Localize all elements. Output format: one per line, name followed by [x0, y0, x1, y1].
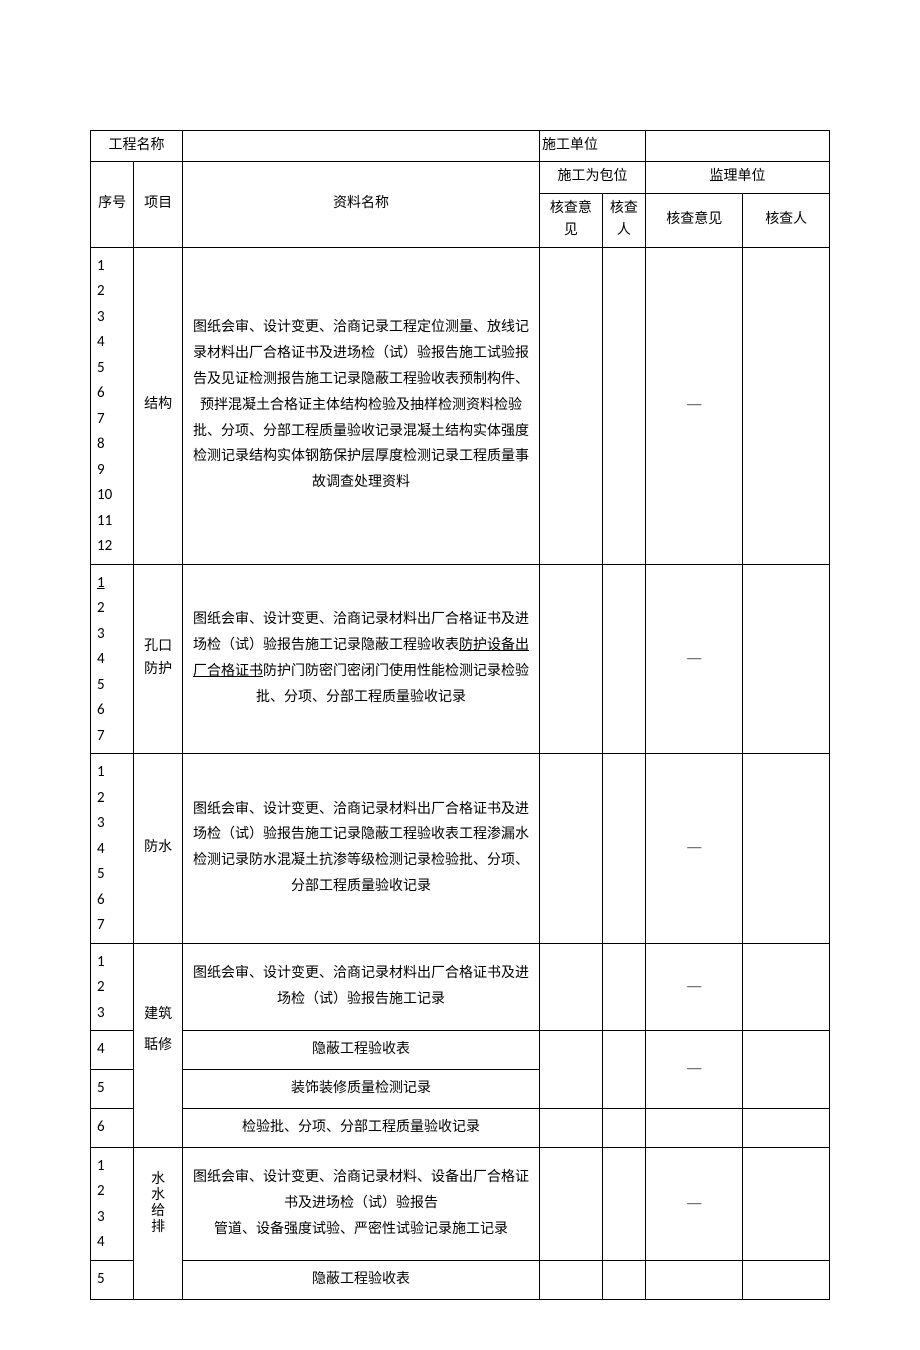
col-seq: 序号: [91, 162, 134, 247]
header-row-2: 序号 项目 资料名称 施工为包位 监理单位: [91, 162, 830, 193]
col-item: 项目: [134, 162, 183, 247]
op1-water-2: [540, 1260, 603, 1299]
value-project-name: [182, 131, 539, 162]
document-table: 工程名称 施工单位 序号 项目 资料名称 施工为包位 监理单位 核查意见 核查人…: [90, 130, 830, 1300]
desc-opening: 图纸会审、设计变更、洽商记录材料出厂合格证书及进场检（试）验报告施工记录隐蔽工程…: [182, 564, 539, 754]
seq-waterproof: 1234567: [91, 754, 134, 944]
col-supervise-unit: 监理单位: [646, 162, 830, 193]
sup1-arch-4: [646, 1108, 743, 1147]
seq-water-1: 1234: [91, 1147, 134, 1260]
sup2-arch-1: [743, 943, 830, 1031]
col-check-person-1: 核查人: [602, 193, 645, 247]
label-project-name: 工程名称: [91, 131, 183, 162]
sup1-arch-1: —: [646, 943, 743, 1031]
row-waterproof: 1234567 防水 图纸会审、设计变更、洽商记录材料出厂合格证书及进场检（试）…: [91, 754, 830, 944]
proj-arch-bottom: 聒修: [134, 1031, 183, 1070]
seq-opening: 1234567: [91, 564, 134, 754]
op2-arch-2: [602, 1031, 645, 1109]
seq-structure: 123456789101112: [91, 247, 134, 564]
op1-arch-4: [540, 1108, 603, 1147]
desc-arch-4: 检验批、分项、分部工程质量验收记录: [182, 1108, 539, 1147]
seq-arch-1: 123: [91, 943, 134, 1031]
sup1-opening: —: [646, 564, 743, 754]
row-water-2: 5 隐蔽工程验收表: [91, 1260, 830, 1299]
proj-opening: 孔口防护: [134, 564, 183, 754]
value-construction-unit: [646, 131, 830, 162]
op2-opening: [602, 564, 645, 754]
op2-water-2: [602, 1260, 645, 1299]
op1-arch-1: [540, 943, 603, 1031]
proj-arch-top: 建筑: [134, 943, 183, 1031]
row-water-1: 1234 水水给排 图纸会审、设计变更、洽商记录材料、设备出厂合格证书及进场检（…: [91, 1147, 830, 1260]
col-check-opinion-1: 核查意见: [540, 193, 603, 247]
desc-arch-2: 隐蔽工程验收表: [182, 1031, 539, 1070]
sup2-structure: [743, 247, 830, 564]
sup1-water-2: [646, 1260, 743, 1299]
sup2-arch-4: [743, 1108, 830, 1147]
sup2-water-1: [743, 1147, 830, 1260]
proj-arch-empty: [134, 1069, 183, 1147]
sup2-opening: [743, 564, 830, 754]
op2-arch-1: [602, 943, 645, 1031]
sup2-water-2: [743, 1260, 830, 1299]
desc-arch-3: 装饰装修质量检测记录: [182, 1069, 539, 1108]
sup1-waterproof: —: [646, 754, 743, 944]
op1-structure: [540, 247, 603, 564]
op1-opening: [540, 564, 603, 754]
proj-water-empty: [134, 1260, 183, 1299]
col-check-person-2: 核查人: [743, 193, 830, 247]
op2-structure: [602, 247, 645, 564]
row-arch-4: 6 检验批、分项、分部工程质量验收记录: [91, 1108, 830, 1147]
col-sub-unit: 施工为包位: [540, 162, 646, 193]
row-arch-1: 123 建筑 图纸会审、设计变更、洽商记录材料出厂合格证书及进场检（试）验报告施…: [91, 943, 830, 1031]
op1-water-1: [540, 1147, 603, 1260]
row-arch-2: 4 聒修 隐蔽工程验收表 —: [91, 1031, 830, 1070]
col-material: 资料名称: [182, 162, 539, 247]
seq-water-2: 5: [91, 1260, 134, 1299]
proj-structure: 结构: [134, 247, 183, 564]
sup1-structure: —: [646, 247, 743, 564]
proj-water: 水水给排: [134, 1147, 183, 1260]
desc-arch-1: 图纸会审、设计变更、洽商记录材料出厂合格证书及进场检（试）验报告施工记录: [182, 943, 539, 1031]
op2-waterproof: [602, 754, 645, 944]
proj-waterproof: 防水: [134, 754, 183, 944]
header-row-1: 工程名称 施工单位: [91, 131, 830, 162]
seq-arch-3: 5: [91, 1069, 134, 1108]
sup2-arch-2: [743, 1031, 830, 1109]
label-construction-unit: 施工单位: [540, 131, 646, 162]
desc-water-2: 隐蔽工程验收表: [182, 1260, 539, 1299]
row-opening-protection: 1234567 孔口防护 图纸会审、设计变更、洽商记录材料出厂合格证书及进场检（…: [91, 564, 830, 754]
sup1-arch-2: —: [646, 1031, 743, 1109]
op1-waterproof: [540, 754, 603, 944]
op1-arch-2: [540, 1031, 603, 1109]
col-check-opinion-2: 核查意见: [646, 193, 743, 247]
desc-structure: 图纸会审、设计变更、洽商记录工程定位测量、放线记录材料出厂合格证书及进场检（试）…: [182, 247, 539, 564]
seq-arch-4: 6: [91, 1108, 134, 1147]
sup2-waterproof: [743, 754, 830, 944]
op2-arch-4: [602, 1108, 645, 1147]
desc-waterproof: 图纸会审、设计变更、洽商记录材料出厂合格证书及进场检（试）验报告施工记录隐蔽工程…: [182, 754, 539, 944]
desc-water-1: 图纸会审、设计变更、洽商记录材料、设备出厂合格证书及进场检（试）验报告 管道、设…: [182, 1147, 539, 1260]
sup1-water-1: —: [646, 1147, 743, 1260]
row-structure: 123456789101112 结构 图纸会审、设计变更、洽商记录工程定位测量、…: [91, 247, 830, 564]
seq-arch-2: 4: [91, 1031, 134, 1070]
op2-water-1: [602, 1147, 645, 1260]
